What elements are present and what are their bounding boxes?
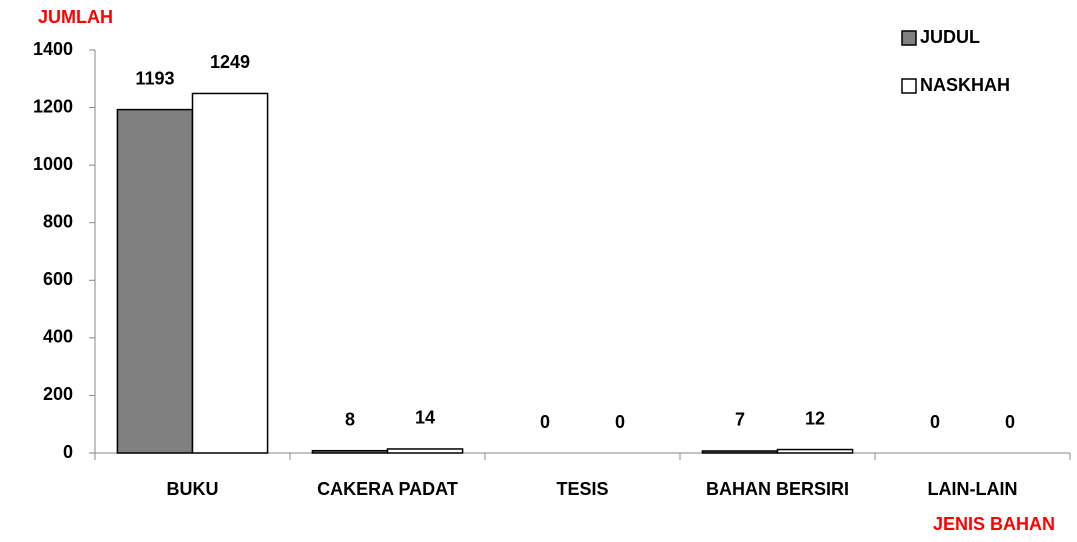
bar	[386, 448, 464, 454]
bar	[311, 449, 389, 454]
y-tick-label: 600	[43, 269, 73, 289]
data-label: 1193	[135, 68, 174, 88]
bar	[116, 108, 194, 454]
y-tick-label: 1200	[33, 96, 73, 116]
x-tick-label: CAKERA PADAT	[317, 479, 458, 499]
data-label: 7	[735, 410, 745, 430]
x-tick-label: BUKU	[167, 479, 219, 499]
y-tick-label: 1400	[33, 39, 73, 59]
bar	[776, 448, 854, 454]
data-label: 1249	[210, 52, 250, 72]
data-label: 0	[615, 412, 625, 432]
legend-swatch	[901, 30, 917, 46]
y-tick-label: 1000	[33, 154, 73, 174]
data-label: 0	[540, 412, 550, 432]
data-label: 0	[1005, 412, 1015, 432]
bar	[701, 450, 779, 454]
x-axis-label: JENIS BAHAN	[933, 514, 1055, 534]
x-tick-label: LAIN-LAIN	[928, 479, 1018, 499]
legend-label: NASKHAH	[920, 75, 1010, 95]
y-tick-label: 0	[63, 442, 73, 462]
y-tick-label: 400	[43, 327, 73, 347]
y-axis-label: JUMLAH	[38, 7, 113, 27]
legend-swatch	[901, 78, 917, 94]
y-tick-label: 200	[43, 384, 73, 404]
data-label: 12	[805, 408, 825, 428]
x-tick-label: TESIS	[556, 479, 608, 499]
y-tick-label: 800	[43, 211, 73, 231]
x-tick-label: BAHAN BERSIRI	[706, 479, 849, 499]
data-label: 8	[345, 409, 355, 429]
data-label: 0	[930, 412, 940, 432]
legend-label: JUDUL	[920, 27, 980, 47]
bar	[191, 92, 269, 454]
data-label: 14	[415, 408, 435, 428]
